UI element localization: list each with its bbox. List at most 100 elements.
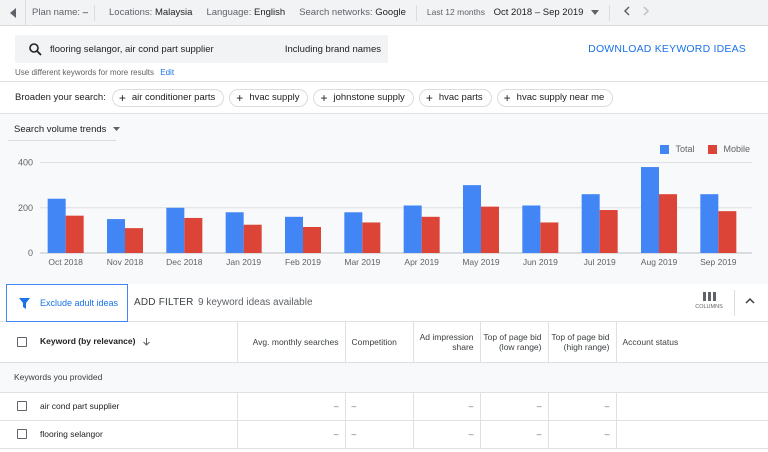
- bar-mobile: [540, 222, 559, 253]
- trend-selector-label: Search volume trends: [14, 124, 107, 135]
- chevron-up-icon: [745, 297, 755, 304]
- bid-low-column-header[interactable]: Top of page bid (low range): [480, 322, 549, 363]
- x-tick-label: Feb 2019: [285, 257, 321, 267]
- language-label: Language:: [206, 7, 252, 18]
- download-keyword-ideas-button[interactable]: DOWNLOAD KEYWORD IDEAS: [588, 43, 746, 55]
- chevron-left-icon: [623, 6, 630, 16]
- broaden-chip[interactable]: + hvac parts: [418, 88, 492, 107]
- previous-period-button[interactable]: [616, 6, 636, 19]
- table-row: air cond part supplier – – – – –: [0, 392, 768, 421]
- search-networks-label: Search networks:: [299, 7, 373, 18]
- select-all-checkbox[interactable]: [17, 337, 27, 348]
- section-label: Keywords you provided: [0, 362, 768, 393]
- bid-high-column-header[interactable]: Top of page bid (high range): [548, 322, 617, 363]
- sort-arrow-down-icon: [142, 338, 150, 346]
- bar-total: [700, 194, 719, 253]
- x-tick-label: Apr 2019: [404, 257, 439, 267]
- exclude-adult-ideas-label: Exclude adult ideas: [40, 298, 119, 308]
- search-volume-chart-panel: 0 200 400 Oct 2018 Nov 2018 Dec 2018 Jan 2019 F…: [0, 114, 768, 284]
- keyword-header-label: Keyword (by relevance): [40, 336, 136, 347]
- row-checkbox[interactable]: [17, 401, 27, 412]
- collapse-panel-button[interactable]: [0, 0, 26, 26]
- plan-name[interactable]: Plan name: –: [32, 7, 88, 18]
- broaden-search-bar: Broaden your search: + air conditioner pa…: [0, 82, 768, 114]
- keyword-text: air cond part supplier: [40, 400, 120, 411]
- search-networks-filter[interactable]: Search networks: Google: [299, 7, 406, 18]
- divider: [609, 4, 611, 21]
- broaden-chip[interactable]: + hvac supply near me: [496, 88, 614, 107]
- legend-mobile: Mobile: [708, 144, 750, 154]
- account-status-column-header[interactable]: Account status: [616, 322, 768, 363]
- x-tick-label: Oct 2018: [48, 257, 83, 267]
- broaden-chip[interactable]: + johnstone supply: [313, 88, 414, 107]
- locations-filter[interactable]: Locations: Malaysia: [109, 7, 192, 18]
- row-checkbox[interactable]: [17, 429, 27, 440]
- bar-mobile: [243, 224, 262, 253]
- keyword-ideas-count: 9 keyword ideas available: [198, 297, 313, 308]
- bar-mobile: [303, 226, 321, 253]
- bar-total: [403, 205, 422, 253]
- bar-mobile: [718, 211, 737, 253]
- keyword-cell: air cond part supplier: [0, 392, 238, 421]
- chip-label: hvac supply near me: [516, 92, 605, 103]
- section-row: Keywords you provided: [0, 362, 768, 393]
- chip-label: hvac parts: [438, 92, 483, 103]
- avg-searches-cell: –: [237, 420, 346, 449]
- search-area: flooring selangor, air cond part supplie…: [0, 26, 768, 82]
- x-tick-label: Jul 2019: [584, 257, 616, 267]
- avg-searches-cell: –: [237, 392, 346, 421]
- y-tick-label: 0: [28, 248, 33, 258]
- edit-link[interactable]: Edit: [160, 68, 175, 77]
- competition-cell: –: [345, 420, 414, 449]
- impression-share-cell: –: [413, 420, 481, 449]
- date-range-label: Last 12 months: [426, 7, 485, 17]
- add-filter-button[interactable]: ADD FILTER: [134, 297, 194, 308]
- search-query[interactable]: flooring selangor, air cond part supplie…: [50, 43, 214, 55]
- plus-icon: +: [503, 90, 511, 105]
- brand-names-toggle[interactable]: Including brand names: [284, 43, 381, 55]
- top-bar: Plan name: – Locations: Malaysia Languag…: [0, 0, 768, 26]
- account-status-cell: [616, 392, 768, 421]
- broaden-chip[interactable]: + hvac supply: [229, 88, 309, 107]
- impression-share-column-header[interactable]: Ad impression share: [413, 322, 481, 363]
- search-volume-chart: 0 200 400 Oct 2018 Nov 2018 Dec 2018 Jan 2019 F…: [18, 158, 752, 267]
- x-tick-label: Aug 2019: [641, 257, 678, 267]
- keyword-column-header[interactable]: Keyword (by relevance): [0, 322, 238, 363]
- keyword-hint-text: Use different keywords for more results: [15, 68, 155, 77]
- trend-selector[interactable]: Search volume trends: [14, 124, 121, 135]
- date-range-selector[interactable]: Last 12 months Oct 2018 – Sep 2019: [426, 7, 600, 18]
- chevron-right-icon: [643, 6, 649, 16]
- table-header-row: Keyword (by relevance) Avg. monthly sear…: [0, 322, 768, 363]
- divider: [94, 4, 95, 21]
- language-filter[interactable]: Language: English: [206, 7, 285, 18]
- keyword-cell: flooring selangor: [0, 420, 238, 449]
- filter-icon: [19, 297, 30, 309]
- table-row: flooring selangor – – – – –: [0, 420, 768, 449]
- x-tick-label: Nov 2018: [107, 257, 144, 267]
- bar-total: [344, 212, 363, 253]
- collapse-chart-button[interactable]: [745, 296, 755, 306]
- bar-mobile: [184, 217, 203, 253]
- plan-name-value: –: [82, 7, 88, 18]
- chip-label: hvac supply: [249, 92, 300, 103]
- bar-total: [47, 198, 66, 253]
- bar-total: [463, 185, 481, 253]
- caret-down-icon: [591, 9, 600, 15]
- exclude-adult-ideas-filter[interactable]: Exclude adult ideas: [6, 284, 128, 322]
- bar-mobile: [362, 222, 381, 253]
- bar-mobile: [599, 210, 618, 253]
- columns-label: COLUMNS: [695, 304, 723, 310]
- keyword-search-box[interactable]: flooring selangor, air cond part supplie…: [15, 35, 388, 63]
- competition-column-header[interactable]: Competition: [345, 322, 414, 363]
- x-tick-label: Sep 2019: [700, 257, 737, 267]
- next-period-button[interactable]: [636, 6, 656, 19]
- broaden-chip[interactable]: + air conditioner parts: [111, 88, 225, 107]
- keyword-table: Keyword (by relevance) Avg. monthly sear…: [0, 322, 768, 449]
- y-tick-label: 400: [18, 158, 33, 168]
- columns-button[interactable]: COLUMNS: [694, 292, 724, 310]
- bar-total: [581, 194, 600, 253]
- keyword-text: flooring selangor: [40, 428, 103, 439]
- avg-searches-column-header[interactable]: Avg. monthly searches: [237, 322, 346, 363]
- chip-label: johnstone supply: [333, 92, 405, 103]
- columns-icon: [702, 292, 716, 301]
